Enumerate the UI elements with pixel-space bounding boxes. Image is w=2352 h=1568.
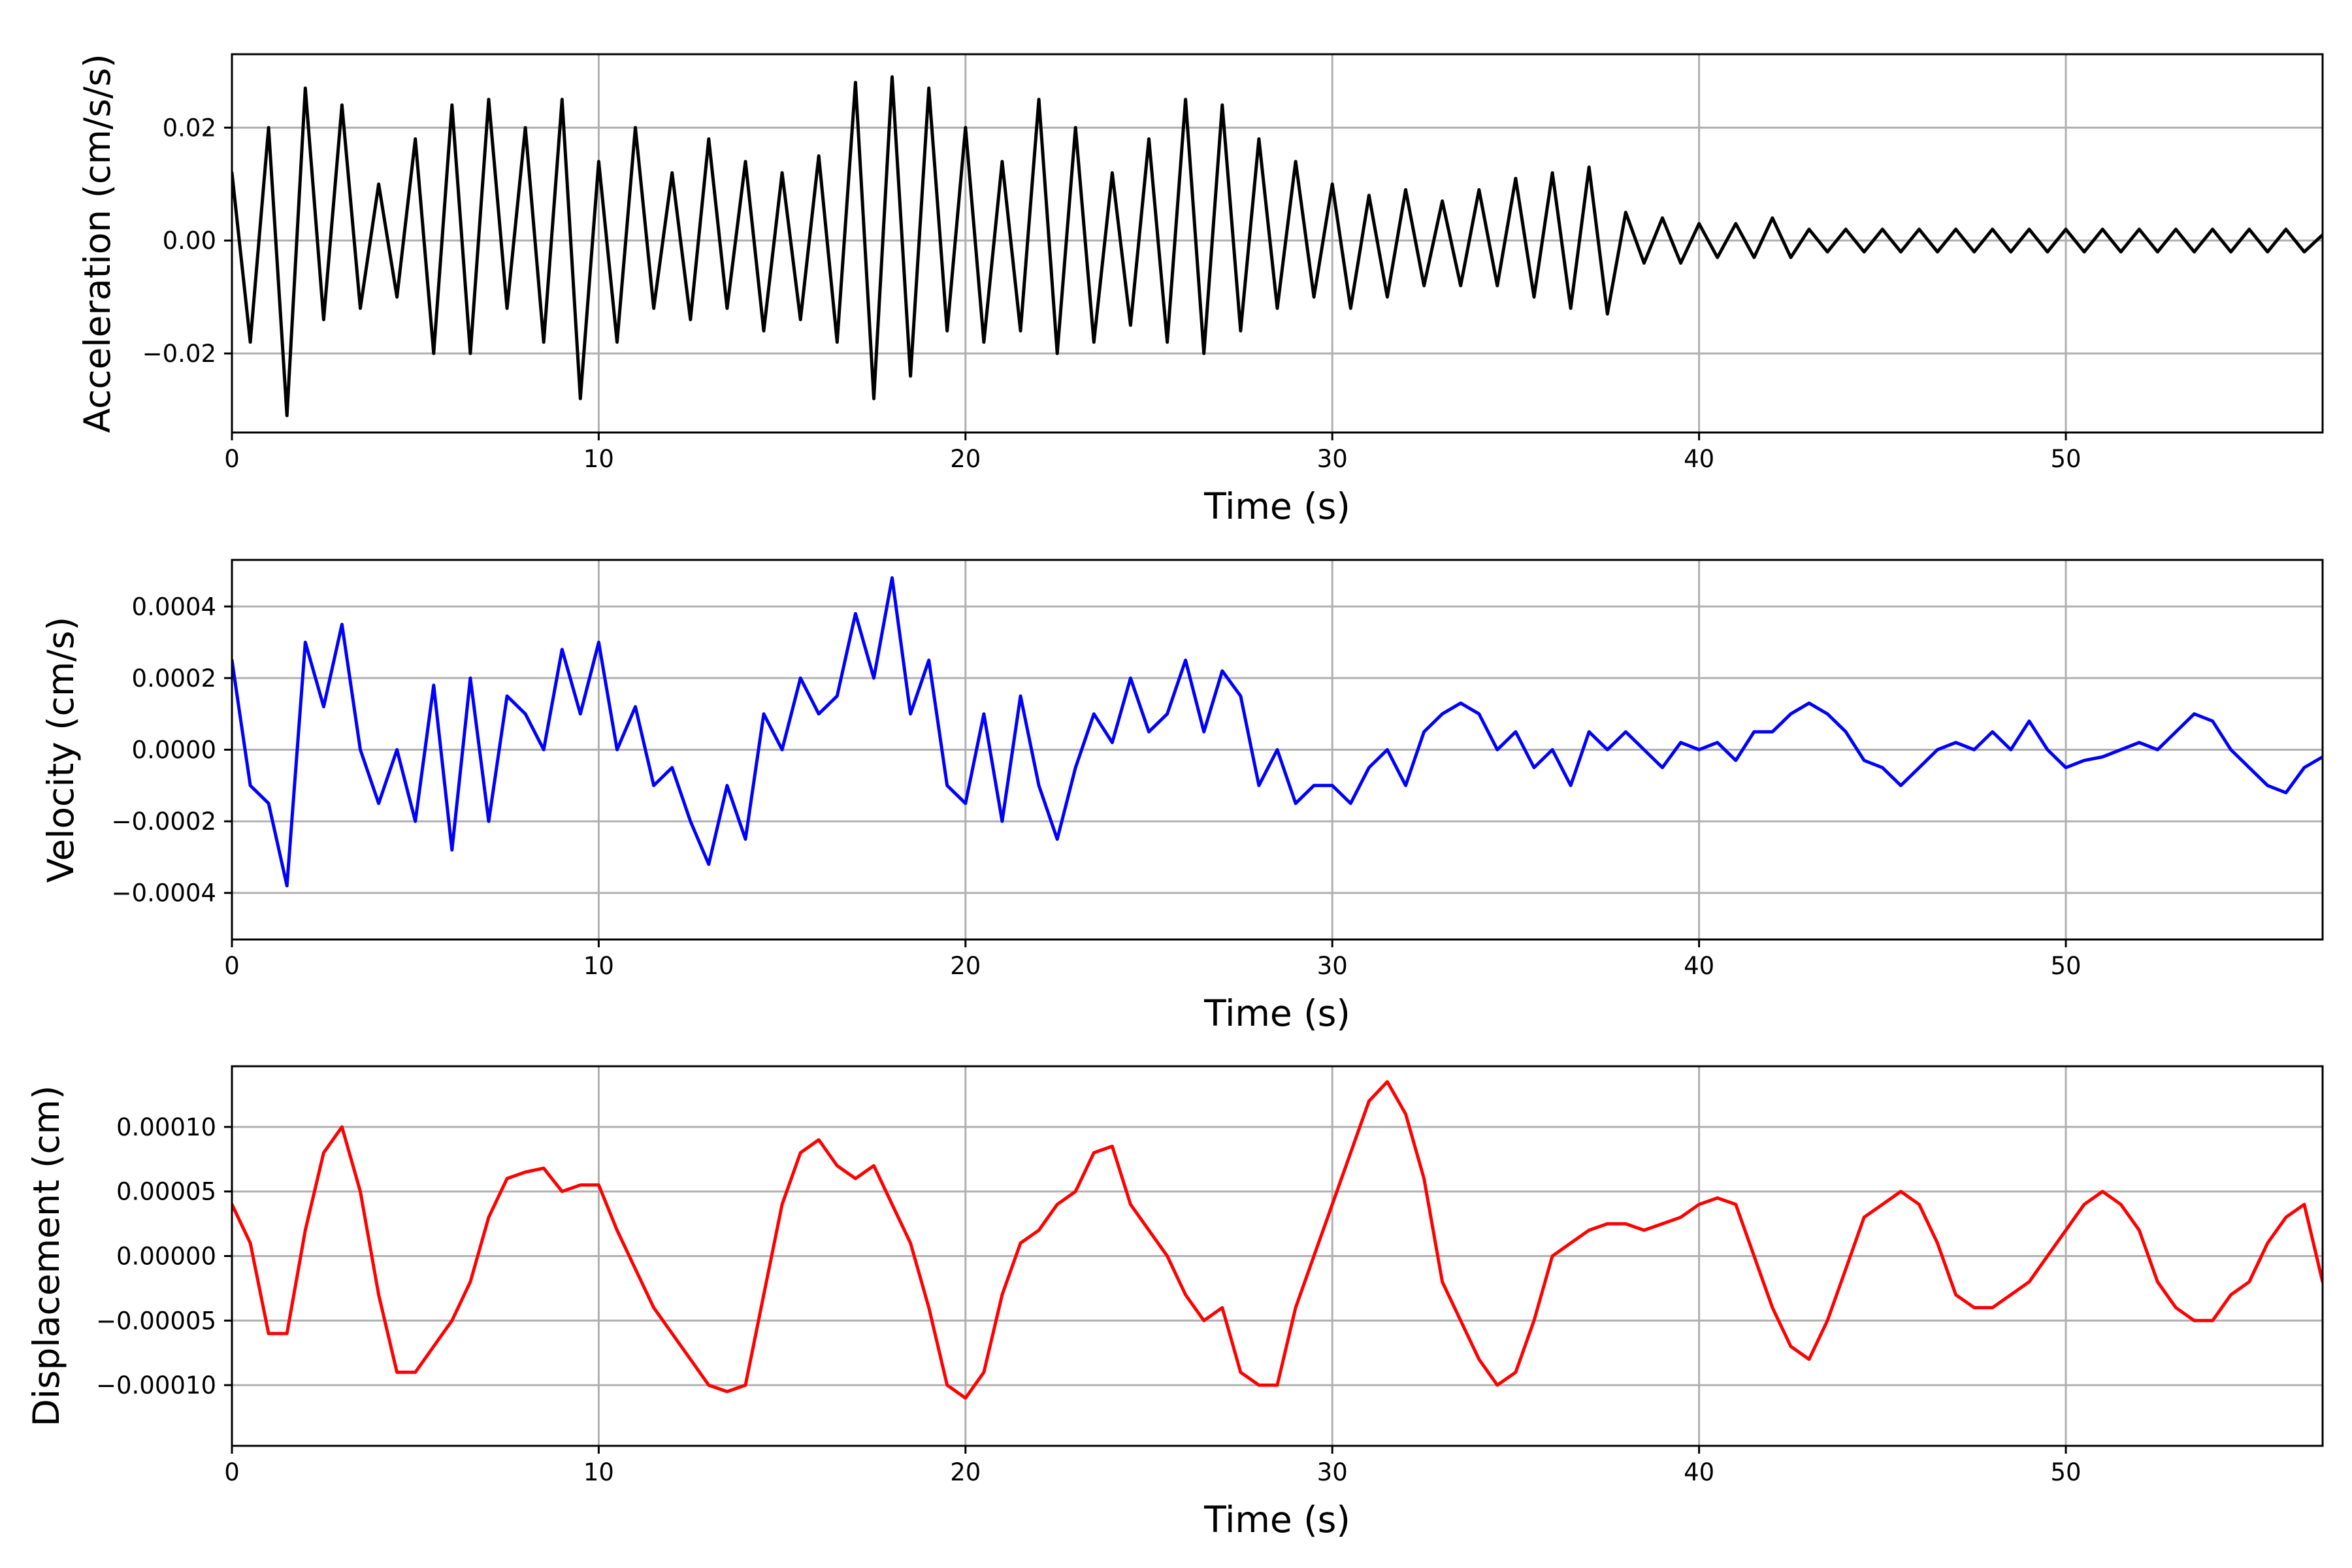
displacement-xtick-label: 40 (1684, 1458, 1714, 1486)
acceleration-xtick-label: 20 (950, 445, 981, 473)
velocity-xtick-label: 50 (2050, 952, 2081, 980)
acceleration-xtick-label: 30 (1317, 445, 1348, 473)
acceleration-plot-frame (231, 53, 2324, 434)
velocity-xlabel: Time (s) (1203, 992, 1350, 1034)
displacement-xtick-label: 0 (224, 1458, 240, 1486)
velocity-xtick-label: 0 (224, 952, 240, 980)
displacement-xtick-label: 10 (583, 1458, 614, 1486)
displacement-xtick-label: 20 (950, 1458, 981, 1486)
acceleration-ytick-label: −0.02 (142, 340, 216, 368)
velocity-series-line (232, 576, 2323, 888)
velocity-ytick-label: 0.0002 (132, 664, 216, 693)
velocity-xtick-label: 10 (583, 952, 614, 980)
velocity-ytick-label: 0.0000 (132, 736, 216, 764)
displacement-ytick-label: −0.00005 (96, 1307, 216, 1335)
acceleration-xlabel: Time (s) (1203, 485, 1350, 527)
displacement-xtick-label: 50 (2050, 1458, 2081, 1486)
velocity-ylabel: Velocity (cm/s) (40, 617, 82, 883)
displacement-xtick-label: 30 (1317, 1458, 1348, 1486)
displacement-chart: 0 10 20 30 40 50 −0.00010 −0.00005 0.00000 0.0000… (25, 1065, 2324, 1541)
acceleration-xtick-label: 10 (583, 445, 614, 473)
displacement-ytick-label: 0.00005 (116, 1178, 216, 1206)
velocity-ytick-label: 0.0004 (132, 593, 216, 621)
displacement-ytick-label: −0.00010 (96, 1371, 216, 1399)
acceleration-series-line (232, 75, 2323, 417)
acceleration-xtick-label: 0 (224, 445, 240, 473)
velocity-xtick-label: 40 (1684, 952, 1714, 980)
acceleration-ylabel: Acceleration (cm/s/s) (76, 54, 118, 433)
displacement-ylabel: Displacement (cm) (25, 1085, 67, 1426)
acceleration-ytick-label: 0.00 (163, 227, 216, 255)
velocity-ytick-label: −0.0004 (112, 879, 216, 907)
velocity-xtick-label: 20 (950, 952, 981, 980)
velocity-chart: 0 10 20 30 40 50 −0.0004 −0.0002 0.0000 0.0002 0.0… (40, 559, 2324, 1034)
velocity-ytick-label: −0.0002 (112, 808, 216, 836)
displacement-series-line (232, 1080, 2323, 1400)
displacement-ytick-label: 0.00000 (116, 1243, 216, 1271)
acceleration-xtick-label: 50 (2050, 445, 2081, 473)
acceleration-chart: 0 10 20 30 40 50 −0.02 0.00 0.02 Time (s) Accelera… (76, 53, 2324, 527)
acceleration-xtick-label: 40 (1684, 445, 1714, 473)
displacement-ytick-label: 0.00010 (116, 1113, 216, 1141)
velocity-xtick-label: 30 (1317, 952, 1348, 980)
acceleration-ytick-label: 0.02 (163, 114, 216, 142)
displacement-xlabel: Time (s) (1203, 1499, 1350, 1541)
